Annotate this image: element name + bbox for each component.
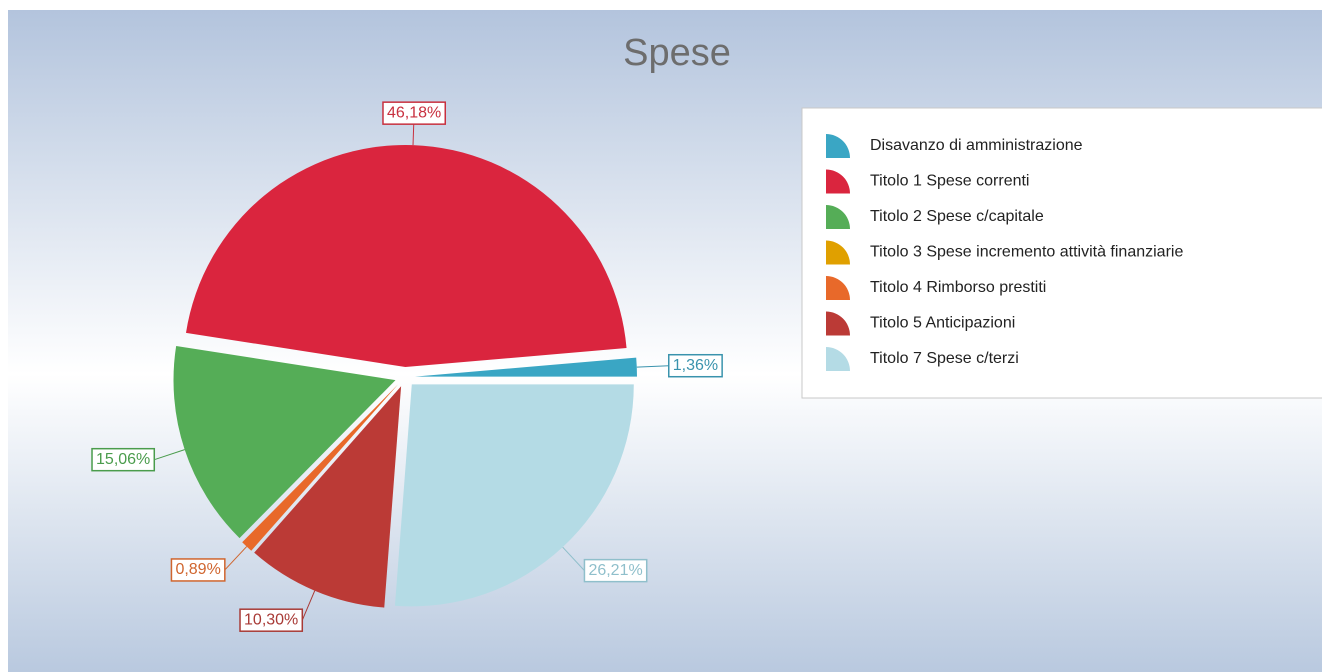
legend-label: Titolo 4 Rimborso prestiti: [870, 279, 1046, 296]
data-label-box: [239, 608, 304, 632]
pie-slice: [414, 357, 637, 377]
pie-slice: [173, 345, 396, 539]
legend-label: Titolo 3 Spese incremento attività finan…: [870, 244, 1183, 261]
leader-line: [154, 449, 185, 461]
data-label: 26,21%: [588, 562, 642, 579]
leader-line: [562, 546, 585, 571]
pie-slice: [394, 384, 634, 607]
pie-slice: [185, 145, 627, 368]
data-label: 1,36%: [673, 357, 718, 374]
leader-line: [301, 590, 316, 621]
legend-label: Titolo 1 Spese correnti: [870, 173, 1029, 190]
data-label-box: [91, 447, 156, 472]
legend: [801, 107, 1322, 399]
legend-swatch: [826, 276, 850, 300]
legend-label: Titolo 7 Spese c/terzi: [870, 350, 1019, 367]
data-label: 15,06%: [96, 451, 150, 468]
leader-line: [224, 546, 248, 571]
legend-label: Titolo 5 Anticipazioni: [870, 315, 1015, 332]
legend-label: Disavanzo di amministrazione: [870, 137, 1083, 154]
leader-line: [636, 365, 669, 368]
data-label: 0,89%: [175, 561, 220, 578]
legend-swatch: [826, 205, 850, 229]
data-label: 46,18%: [387, 104, 441, 121]
data-label: 10,30%: [244, 611, 298, 628]
pie-slice: [242, 384, 399, 551]
chart-title: Spese: [623, 32, 731, 74]
data-label-box: [170, 558, 226, 582]
legend-label: Titolo 2 Spese c/capitale: [870, 208, 1044, 225]
legend-swatch: [826, 169, 850, 194]
legend-swatch: [826, 311, 850, 336]
legend-swatch: [826, 347, 850, 371]
data-label-box: [382, 101, 447, 125]
data-label-box: [668, 353, 723, 378]
data-label-box: [583, 558, 648, 583]
pie-slice: [254, 386, 402, 608]
legend-swatch: [826, 240, 850, 265]
legend-swatch: [826, 134, 850, 158]
